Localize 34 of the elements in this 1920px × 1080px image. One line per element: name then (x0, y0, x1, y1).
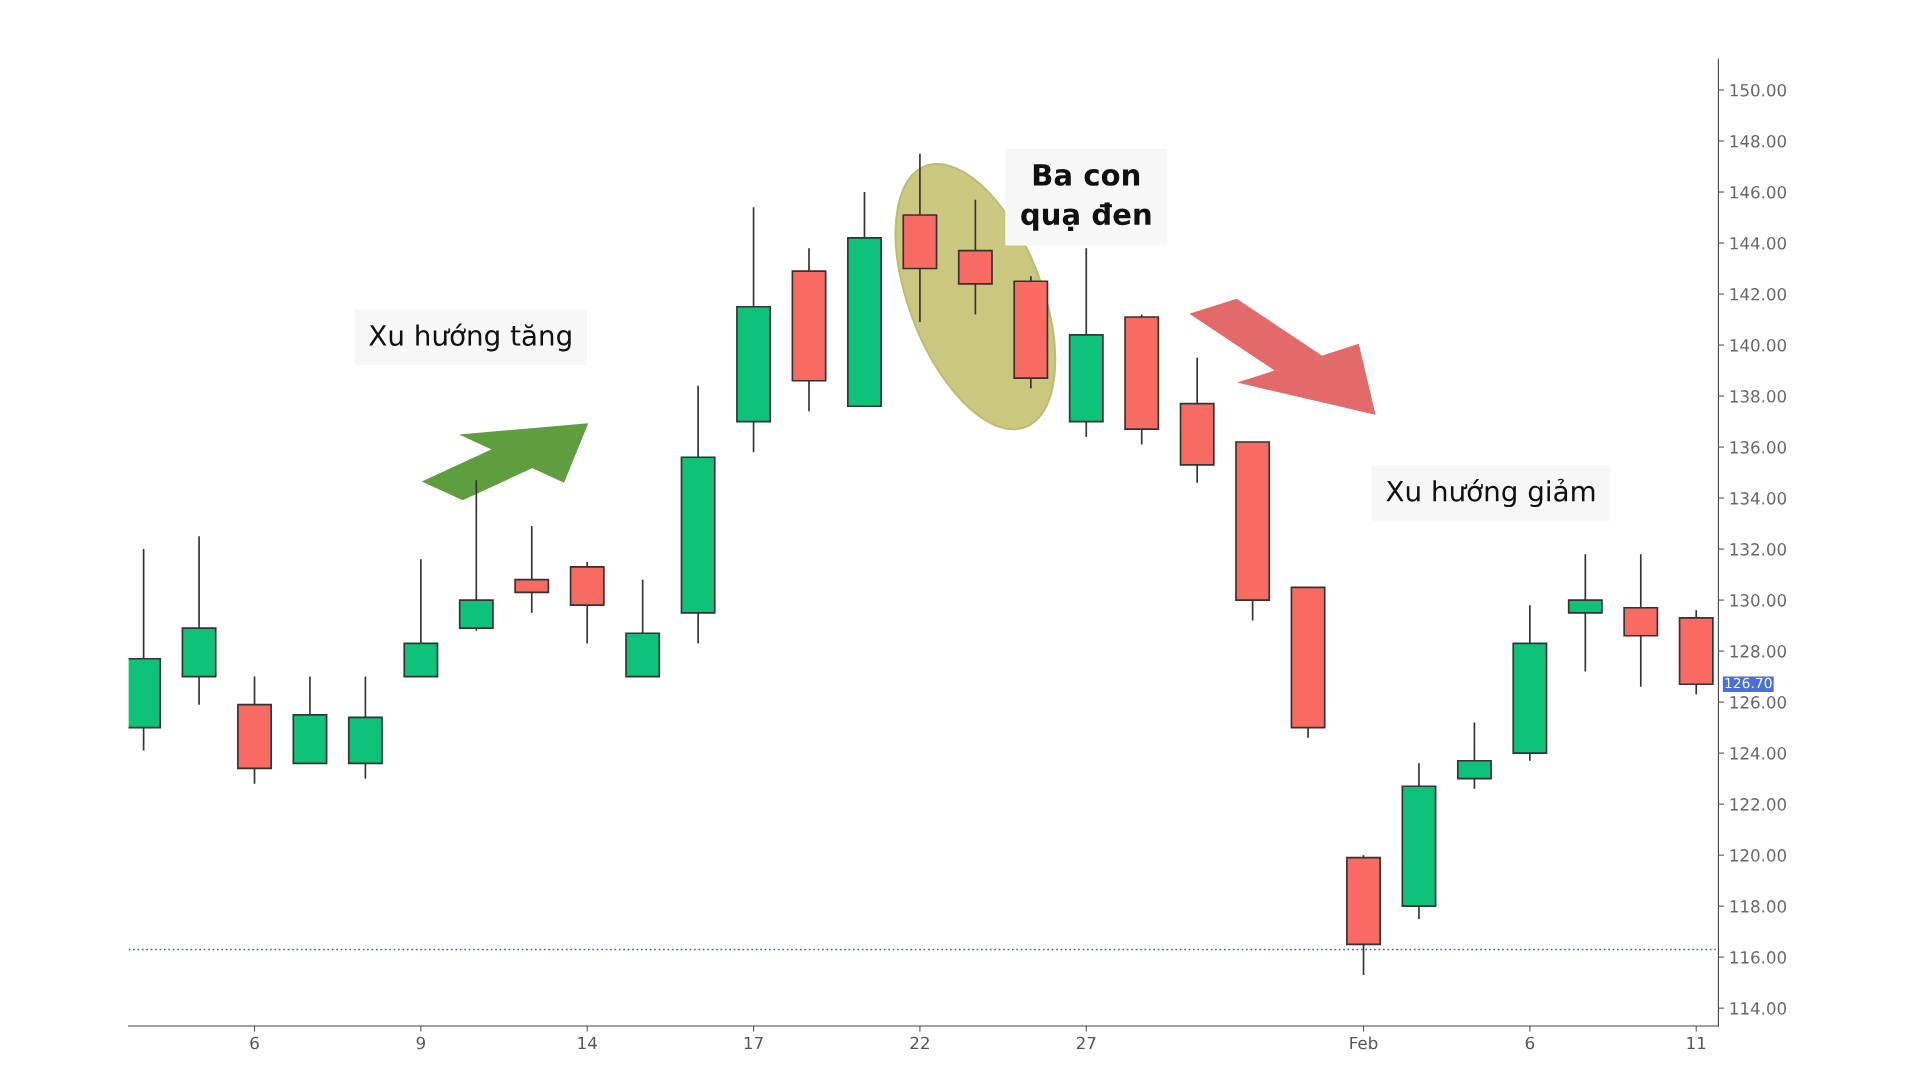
y-tick-label: 140.00 (1730, 339, 1787, 352)
y-tick-label: 114.00 (1730, 1002, 1787, 1015)
x-tick-label: 6 (250, 1036, 259, 1050)
annotation: Xu hướng tăng (369, 323, 571, 352)
annotation: 126.70 (1725, 677, 1772, 689)
candlestick (514, 525, 550, 614)
x-tick-label: 6 (1525, 1036, 1535, 1050)
annotation: Ba con quạ đen (1021, 164, 1151, 231)
x-tick-label: 17 (744, 1036, 763, 1050)
y-tick-label: 138.00 (1730, 390, 1787, 403)
candlestick (1567, 553, 1603, 673)
y-tick-label: 144.00 (1730, 236, 1787, 250)
y-tick-label: 136.00 (1730, 441, 1787, 454)
y-tick-label: 126.00 (1730, 696, 1787, 709)
y-tick-label: 148.00 (1730, 134, 1787, 148)
x-tick-label: 11 (1687, 1036, 1706, 1050)
annotation: Xu hướng giảm (1386, 478, 1595, 508)
x-tick-label: 27 (1076, 1036, 1096, 1050)
x-tick-label: Feb (1350, 1036, 1378, 1050)
x-tick-label: 9 (416, 1036, 425, 1050)
y-tick-label: 128.00 (1730, 645, 1787, 658)
x-tick-label: 14 (578, 1036, 597, 1050)
x-tick-label: 22 (910, 1036, 929, 1050)
y-tick-label: 132.00 (1730, 543, 1787, 556)
y-tick-label: 122.00 (1730, 798, 1787, 811)
y-tick-label: 150.00 (1730, 83, 1787, 97)
y-tick-label: 118.00 (1730, 900, 1787, 913)
y-tick-label: 124.00 (1730, 747, 1787, 760)
y-tick-label: 134.00 (1730, 492, 1787, 505)
y-tick-label: 146.00 (1730, 185, 1787, 199)
y-tick-label: 116.00 (1730, 951, 1787, 964)
y-tick-label: 130.00 (1730, 594, 1787, 607)
y-tick-label: 142.00 (1730, 288, 1787, 301)
y-tick-label: 120.00 (1730, 849, 1787, 862)
